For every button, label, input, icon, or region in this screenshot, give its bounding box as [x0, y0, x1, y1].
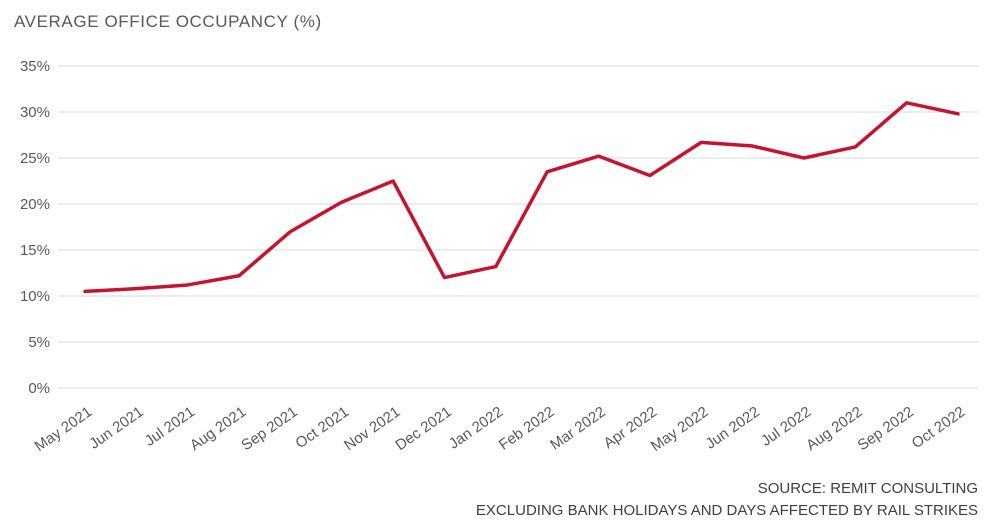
y-tick-label: 15% [20, 242, 50, 259]
chart-title: AVERAGE OFFICE OCCUPANCY (%) [14, 12, 322, 31]
x-tick-label: Oct 2022 [909, 403, 969, 452]
y-tick-label: 0% [28, 380, 50, 397]
y-tick-label: 5% [28, 334, 50, 351]
source-note: SOURCE: REMIT CONSULTING EXCLUDING BANK … [476, 478, 978, 522]
x-tick-label: Dec 2021 [392, 403, 454, 454]
x-tick-label: May 2022 [648, 403, 712, 455]
x-tick-label: Jun 2021 [86, 403, 146, 452]
y-tick-label: 25% [20, 150, 50, 167]
y-tick-label: 10% [20, 288, 50, 305]
x-tick-label: Sep 2022 [855, 403, 917, 454]
y-tick-label: 30% [20, 104, 50, 121]
x-tick-label: Feb 2022 [496, 403, 558, 453]
x-tick-label: Oct 2021 [292, 403, 352, 452]
x-tick-label: Aug 2022 [803, 403, 865, 454]
y-tick-label: 35% [20, 58, 50, 75]
x-tick-label: Aug 2021 [187, 403, 249, 454]
x-tick-label: Jan 2022 [446, 403, 506, 452]
x-tick-label: Nov 2021 [341, 403, 403, 454]
x-tick-label: Jun 2022 [703, 403, 763, 452]
x-tick-label: Sep 2021 [238, 403, 300, 454]
x-tick-label: May 2021 [32, 403, 96, 455]
y-tick-label: 20% [20, 196, 50, 213]
source-line-1: SOURCE: REMIT CONSULTING [757, 480, 978, 497]
source-line-2: EXCLUDING BANK HOLIDAYS AND DAYS AFFECTE… [475, 502, 978, 519]
occupancy-line [83, 101, 960, 294]
x-tick-label: Mar 2022 [547, 403, 609, 453]
